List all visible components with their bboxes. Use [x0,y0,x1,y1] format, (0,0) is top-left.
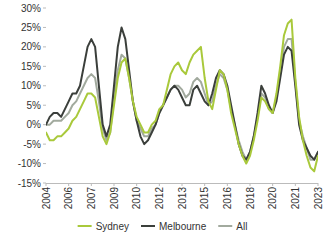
x-tick-label: 2012 [154,187,165,210]
y-tick-label: -15% [18,178,41,189]
y-tick-label: 10% [21,80,41,91]
x-tick [250,183,251,186]
x-tick [91,183,92,186]
x-tick-label: 2015 [199,187,210,210]
y-tick-label: 0% [27,119,42,130]
y-tick [43,85,46,86]
x-tick [46,183,47,186]
legend-label: Sydney [96,221,129,232]
x-tick-label: 2006 [63,187,74,210]
legend-label: All [236,221,247,232]
y-tick [43,46,46,47]
y-tick [43,105,46,106]
x-tick-label: 2007 [86,187,97,210]
x-tick-label: 2013 [177,187,188,210]
x-tick [159,183,160,186]
x-tick-label: 2020 [267,187,278,210]
legend-swatch [78,225,92,227]
y-tick [43,27,46,28]
x-tick [318,183,319,186]
x-tick-label: 2010 [131,187,142,210]
x-tick-label: 2021 [290,187,301,210]
x-tick [204,183,205,186]
x-tick-label: 2009 [109,187,120,210]
y-tick [43,66,46,67]
y-tick-label: 5% [27,100,42,111]
legend-label: Melbourne [159,221,207,232]
chart: -15% -10% -5% 0% 5% 10% 15% 20% 25% 30% 2004 2006 20… [0,0,325,235]
x-tick [68,183,69,186]
x-tick [227,183,228,186]
x-tick [272,183,273,186]
series-line [46,20,318,172]
legend-swatch [218,225,232,227]
x-tick-label: 2018 [245,187,256,210]
y-tick-label: 25% [21,22,41,33]
legend-swatch [141,225,155,227]
x-tick-label: 2004 [41,187,52,210]
y-tick-label: 30% [21,3,41,14]
x-tick [136,183,137,186]
x-tick-label: 2016 [222,187,233,210]
y-tick-label: -10% [18,158,41,169]
plot-area [46,20,318,172]
x-tick-label: 2023 [313,187,324,210]
x-tick [114,183,115,186]
y-tick-label: 20% [21,41,41,52]
y-tick-label: 15% [21,61,41,72]
x-tick [295,183,296,186]
y-tick [43,124,46,125]
y-tick [43,163,46,164]
legend: Sydney Melbourne All [78,221,248,232]
x-tick [182,183,183,186]
y-tick [43,8,46,9]
y-tick-label: -5% [23,139,41,150]
y-tick [43,144,46,145]
